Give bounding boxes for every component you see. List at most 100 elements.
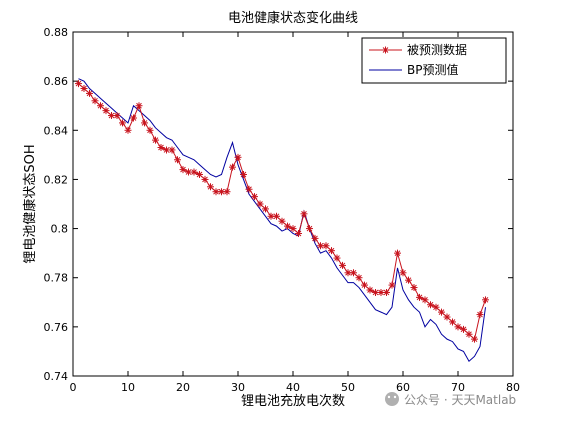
legend-label-predicted-data: 被预测数据 (407, 42, 467, 57)
data-point-predicted-data (476, 311, 484, 319)
data-point-predicted-data (119, 119, 126, 127)
data-point-predicted-data (190, 168, 198, 176)
data-point-predicted-data (322, 242, 330, 250)
asterisk-stroke (471, 336, 478, 342)
asterisk-stroke (169, 147, 175, 153)
asterisk-stroke (207, 183, 214, 190)
data-point-predicted-data (366, 286, 374, 294)
asterisk-stroke (290, 225, 296, 232)
data-point-predicted-data (179, 166, 187, 174)
asterisk-stroke (416, 294, 423, 301)
data-point-predicted-data (278, 217, 286, 225)
x-tick-label: 50 (341, 381, 355, 394)
asterisk-stroke (383, 289, 390, 296)
asterisk-stroke (108, 112, 115, 119)
x-axis-title: 锂电池充放电次数 (241, 393, 345, 409)
asterisk-stroke (400, 269, 406, 276)
data-point-predicted-data (91, 97, 99, 105)
data-point-predicted-data (438, 308, 445, 316)
asterisk-stroke (405, 277, 412, 283)
asterisk-stroke (279, 218, 285, 225)
data-point-predicted-data (410, 284, 418, 292)
asterisk-stroke (158, 144, 164, 151)
data-point-predicted-data (174, 156, 181, 164)
data-point-predicted-data (157, 143, 165, 151)
asterisk-stroke (460, 326, 467, 333)
asterisk-stroke (477, 311, 483, 318)
asterisk-stroke (75, 80, 82, 87)
data-point-predicted-data (201, 175, 209, 183)
asterisk-stroke (444, 314, 450, 320)
x-tick-label: 80 (506, 381, 520, 394)
data-point-predicted-data (416, 293, 423, 301)
data-point-predicted-data (432, 303, 440, 311)
data-point-predicted-data (234, 153, 242, 161)
x-tick-label: 20 (176, 381, 190, 394)
legend-asterisk-marker (382, 46, 389, 54)
data-point-predicted-data (251, 193, 258, 201)
asterisk-stroke (229, 164, 236, 170)
asterisk-stroke (295, 230, 302, 237)
y-tick-label: 0.88 (44, 26, 69, 39)
asterisk-stroke (323, 242, 329, 249)
plot-area (72, 31, 514, 377)
data-point-predicted-data (284, 222, 291, 230)
asterisk-stroke (422, 297, 428, 303)
asterisk-stroke (455, 324, 461, 330)
data-point-predicted-data (449, 318, 456, 326)
asterisk-stroke (257, 201, 263, 207)
asterisk-stroke (163, 147, 170, 153)
legend-asterisk (382, 46, 389, 54)
watermark-text: 公众号 · 天天Matlab (404, 393, 516, 407)
asterisk-stroke (119, 120, 126, 126)
data-point-predicted-data (152, 136, 159, 144)
data-point-predicted-data (273, 212, 280, 220)
asterisk-stroke (438, 309, 445, 315)
data-point-predicted-data (405, 276, 412, 284)
asterisk-stroke (301, 211, 307, 217)
asterisk-stroke (185, 169, 192, 175)
data-point-predicted-data (229, 163, 236, 171)
data-point-predicted-data (383, 288, 390, 296)
legend-entry-predicted-data: 被预测数据 (369, 42, 467, 57)
asterisk-stroke (191, 169, 197, 175)
asterisk-stroke (246, 186, 252, 193)
data-point-predicted-data (207, 183, 214, 191)
legend-entry-bp-prediction: BP预测值 (369, 62, 458, 77)
asterisk-stroke (202, 176, 208, 183)
y-axis-title: 锂电池健康状态SOH (22, 144, 38, 263)
data-point-predicted-data (262, 205, 269, 213)
wechat-icon-eye-left (387, 395, 391, 399)
data-point-predicted-data (361, 281, 368, 289)
asterisk-stroke (317, 242, 324, 249)
asterisk-stroke (251, 193, 258, 200)
data-point-predicted-data (168, 146, 176, 154)
data-point-predicted-data (339, 261, 346, 269)
asterisk-stroke (141, 120, 148, 126)
data-point-predicted-data (289, 225, 297, 233)
data-point-predicted-data (240, 171, 247, 179)
data-point-predicted-data (465, 330, 473, 338)
asterisk-stroke (224, 188, 230, 195)
asterisk-stroke (433, 304, 439, 311)
x-tick-label: 10 (121, 381, 135, 394)
asterisk-stroke (213, 188, 219, 195)
data-point-predicted-data (146, 126, 154, 134)
asterisk-stroke (196, 171, 203, 178)
data-point-predicted-data (328, 247, 335, 255)
asterisk-stroke (411, 284, 417, 291)
data-point-predicted-data (163, 146, 170, 154)
data-point-predicted-data (102, 107, 110, 115)
data-point-predicted-data (377, 288, 385, 296)
data-point-predicted-data (443, 313, 451, 321)
asterisk-stroke (361, 282, 368, 288)
data-point-predicted-data (256, 200, 264, 208)
asterisk-stroke (262, 206, 269, 212)
data-point-predicted-data (141, 119, 148, 127)
data-point-predicted-data (454, 323, 462, 331)
asterisk-stroke (152, 137, 159, 143)
asterisk-stroke (147, 127, 153, 134)
y-tick-label: 0.86 (44, 75, 69, 88)
data-point-predicted-data (245, 185, 253, 193)
